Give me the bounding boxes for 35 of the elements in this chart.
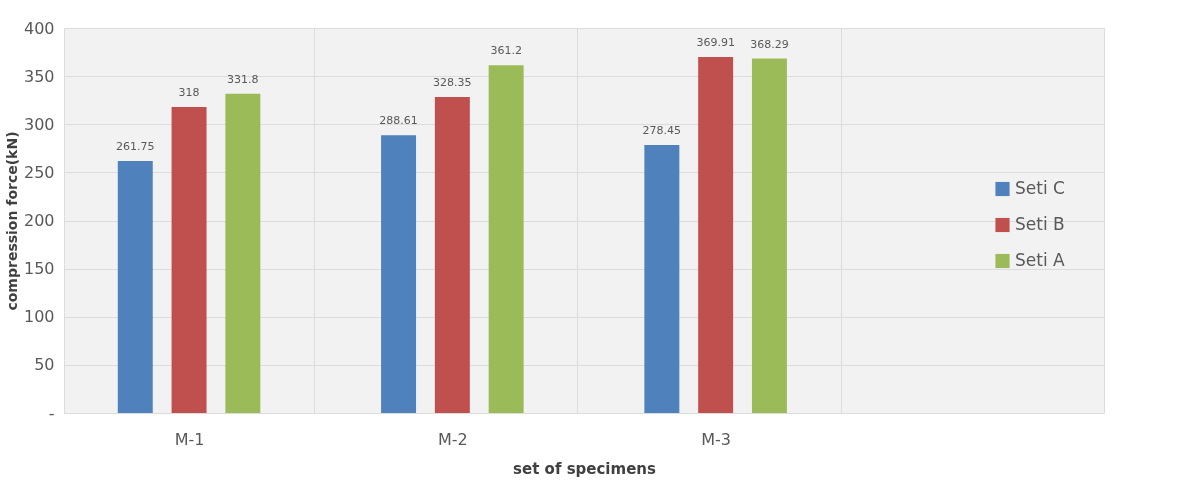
data-label: 288.61 — [379, 114, 418, 128]
data-label: 261.75 — [116, 140, 155, 154]
y-tick-label: 400 — [23, 18, 55, 38]
y-tick-label: 200 — [23, 211, 55, 230]
legend-label: Seti B — [1015, 214, 1065, 234]
data-label: 369.91 — [696, 35, 735, 49]
data-label: 368.29 — [750, 37, 789, 51]
data-label: 328.35 — [433, 75, 472, 89]
y-tick-label: 300 — [23, 114, 55, 134]
bar — [488, 65, 524, 413]
bar — [644, 144, 680, 413]
data-label: 331.8 — [227, 72, 259, 86]
legend-label: Seti A — [1015, 250, 1066, 270]
x-axis-title: set of specimens — [513, 459, 656, 478]
legend-label: Seti C — [1015, 178, 1065, 198]
bar — [225, 93, 261, 413]
y-tick-label: 250 — [23, 162, 55, 182]
x-tick-label: M-3 — [701, 429, 732, 449]
bar — [171, 106, 207, 413]
x-tick-label: M-1 — [174, 429, 205, 449]
y-tick-label: 50 — [34, 355, 55, 375]
bar — [751, 58, 787, 413]
y-tick-label: 100 — [23, 307, 55, 327]
bar — [117, 161, 153, 413]
y-tick-label: - — [48, 403, 55, 423]
bar — [434, 96, 470, 413]
data-label: 278.45 — [642, 123, 682, 137]
bar — [381, 135, 417, 413]
bar — [698, 56, 734, 413]
x-tick-label: M-2 — [437, 429, 468, 449]
y-tick-label: 150 — [23, 259, 55, 279]
y-tick-label: 350 — [23, 66, 55, 86]
data-label: 318 — [178, 85, 200, 99]
y-axis-title: compression force(kN) — [3, 131, 20, 311]
data-label: 361.2 — [490, 44, 522, 58]
